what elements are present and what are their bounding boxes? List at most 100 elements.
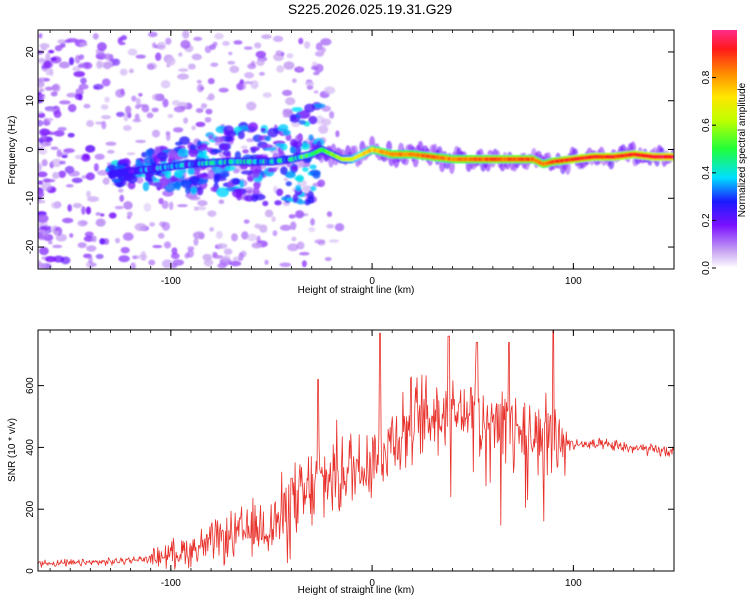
spectrogram-blob [197,152,207,158]
spectrogram-noise-blob [191,125,196,131]
spectrogram-noise-blob [38,112,46,119]
spectrogram-noise-blob [45,52,51,62]
bottom-y-ticks: 0 200 400 600 [25,377,674,574]
spectrogram-blob [264,135,272,142]
spectrogram-noise-blob [207,210,217,217]
spectrogram-noise-blob [231,233,238,242]
spectrogram-noise-blob [125,105,132,115]
spectrogram-blob [317,179,326,188]
spectrogram-noise-blob [38,119,44,127]
spectrogram-noise-blob [195,121,206,127]
spectrogram-noise-blob [214,33,224,40]
spectrogram-noise-blob [303,41,311,49]
colorbar-ticks: 0.0 0.2 0.4 0.6 0.8 [701,70,716,275]
spectrogram-noise-blob [50,146,59,151]
spectrogram-blob [237,130,245,140]
spectrogram-noise-blob [228,51,233,56]
spectrogram-noise-blob [165,37,172,45]
snr-panel: -100 0 100 0 200 400 600 Height of straight l… [7,329,675,596]
spectrogram-blob [249,146,260,152]
spectrogram-noise-blob [44,86,54,91]
spectrogram-noise-blob [74,54,81,64]
spectrogram-noise-blob [57,126,67,132]
spectrogram-noise-blob [71,177,83,184]
spectrogram-noise-blob [321,118,332,126]
spectrogram-noise-blob [196,83,204,93]
snr-frame [37,329,675,572]
spectrogram-noise-blob [85,145,96,153]
spectrogram-noise-blob [146,112,154,119]
spectrogram-blob [164,169,172,179]
spectrogram-noise-blob [283,177,289,182]
spectrogram-noise-blob [272,35,284,43]
spectrogram-noise-blob [99,238,106,245]
spectrogram-blob [312,103,326,109]
spectrogram-noise-blob [171,263,178,269]
spectrogram-noise-blob [100,115,112,120]
spectrogram-noise-blob [67,204,73,212]
spectrogram-noise-blob [51,201,61,209]
spectrogram-noise-blob [209,227,215,232]
spectrogram-noise-blob [306,84,314,90]
spectrogram-noise-blob [161,259,173,268]
spectrogram-blob [250,164,262,174]
spectrogram-noise-blob [50,91,58,97]
spectrogram-noise-blob [92,33,99,40]
spectrogram-noise-blob [126,211,133,217]
spectrogram-noise-blob [216,230,223,239]
spectrogram-blob [188,175,201,184]
spectrogram-noise-blob [48,49,55,54]
spectrogram-noise-blob [86,190,91,198]
spectrogram-noise-blob [161,200,169,210]
spectrogram-noise-blob [72,202,83,209]
spectrogram-noise-blob [157,41,167,51]
spectrogram-noise-blob [81,206,86,215]
spectrogram-noise-blob [286,53,294,59]
spectrogram-noise-blob [177,73,189,80]
spectrogram-noise-blob [147,31,158,38]
spectrogram-noise-blob [197,200,208,207]
spectrogram-noise-blob [118,188,124,193]
spectrogram-noise-blob [56,149,62,158]
spectrogram-noise-blob [94,153,105,160]
spectrogram-noise-blob [50,57,58,62]
spectrogram-noise-blob [93,163,99,172]
spectrogram-noise-blob [38,77,49,83]
spectrogram-noise-blob [88,255,93,264]
spectrogram-blobs [38,30,674,269]
spectrogram-blob [175,141,183,146]
spectrogram-noise-blob [178,52,183,57]
spectrogram-blob [302,166,309,172]
spectrogram-noise-blob [182,30,190,39]
spectrogram-noise-blob [193,36,203,42]
spectrogram-noise-blob [44,117,54,122]
spectrogram-noise-blob [301,260,307,268]
spectrogram-noise-blob [83,235,95,242]
spectrogram-blob [231,178,241,186]
top-y-tick-label: 20 [25,46,36,58]
spectrogram-noise-blob [238,252,244,261]
spectrogram-noise-blob [44,256,57,263]
spectrogram-noise-blob [108,212,117,219]
spectrogram-noise-blob [302,185,313,193]
spectrogram-noise-blob [38,171,48,178]
spectrogram-blob [304,199,311,206]
spectrogram-noise-blob [326,211,333,217]
spectrogram-noise-blob [193,237,199,246]
spectrogram-noise-blob [188,196,201,201]
spectrogram-noise-blob [207,93,215,101]
spectrogram-blob [310,185,317,192]
spectrogram-noise-blob [200,103,208,109]
spectrogram-noise-blob [39,43,50,49]
spectrogram-noise-blob [65,184,74,188]
spectrogram-blob [282,129,291,136]
spectrogram-noise-blob [255,50,267,59]
spectrogram-noise-blob [272,230,278,237]
spectrogram-blob [267,127,279,138]
spectrogram-noise-blob [184,252,190,259]
spectrogram-blob [309,169,321,177]
spectrogram-noise-blob [275,50,283,57]
spectrogram-noise-blob [167,113,174,119]
spectrogram-noise-blob [96,60,103,69]
